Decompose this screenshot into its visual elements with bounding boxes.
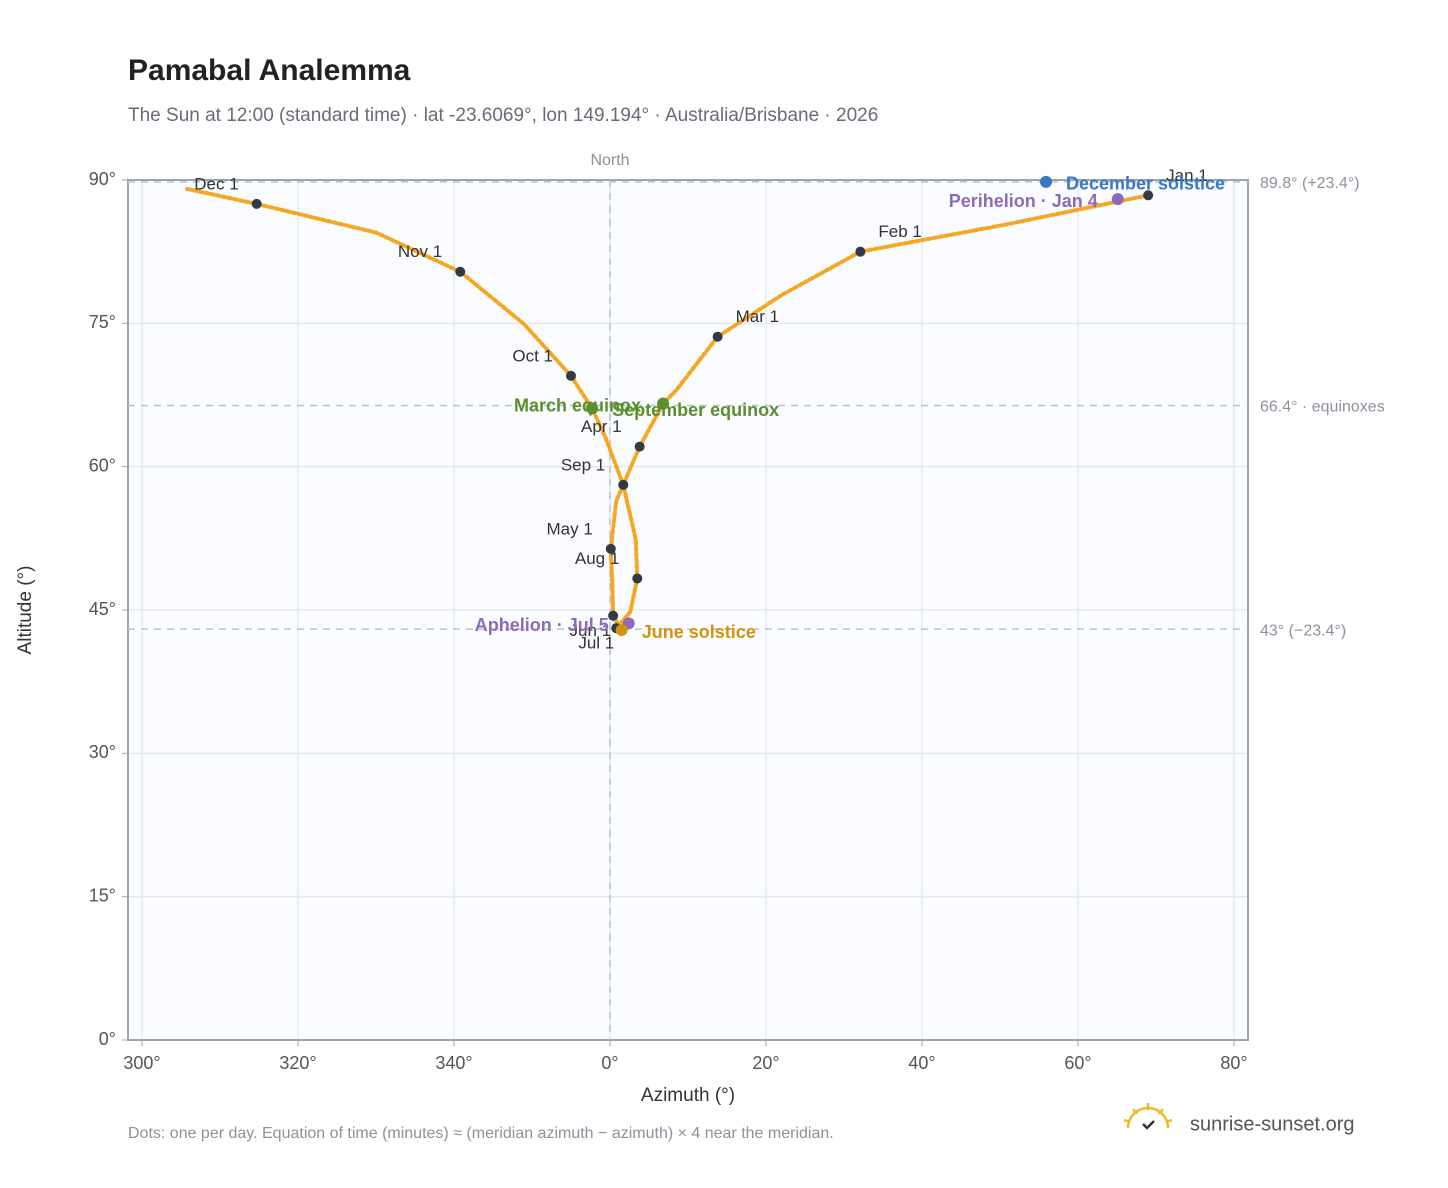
event-label: Perihelion · Jan 4	[949, 191, 1098, 211]
y-tick-label: 0°	[99, 1029, 116, 1049]
meridian-label: North	[590, 152, 629, 169]
month-label: Feb 1	[878, 222, 921, 241]
month-label: May 1	[546, 519, 592, 538]
brand-logo	[1123, 1103, 1173, 1130]
event-point	[657, 397, 670, 410]
event-point	[1111, 193, 1124, 206]
y-tick-label: 15°	[89, 885, 116, 905]
month-label: Jan 1	[1166, 166, 1208, 185]
y-tick-label: 90°	[89, 169, 116, 189]
month-label: Jun 1	[570, 621, 612, 640]
month-point	[634, 441, 645, 452]
plot-border	[127, 179, 1249, 1041]
month-label: Oct 1	[512, 346, 553, 365]
y-tick-label: 60°	[89, 455, 116, 475]
x-tick-label: 300°	[123, 1053, 160, 1073]
y-tick-label: 30°	[89, 742, 116, 762]
reference-label: 66.4° · equinoxes	[1260, 399, 1385, 416]
x-tick-label: 80°	[1220, 1053, 1247, 1073]
event-point	[615, 624, 628, 637]
x-tick-label: 40°	[908, 1053, 935, 1073]
event-label: June solstice	[642, 622, 756, 642]
month-point	[712, 331, 723, 342]
x-tick-label: 0°	[601, 1053, 618, 1073]
month-label: Sep 1	[561, 455, 605, 474]
reference-label: 89.8° (+23.4°)	[1260, 175, 1360, 192]
y-tick-label: 45°	[89, 599, 116, 619]
month-label: Dec 1	[194, 174, 238, 193]
x-tick-label: 20°	[752, 1053, 779, 1073]
month-label: Nov 1	[398, 242, 442, 261]
month-point	[608, 610, 619, 621]
y-tick-label: 75°	[89, 312, 116, 332]
x-tick-label: 60°	[1064, 1053, 1091, 1073]
month-label: Mar 1	[736, 307, 779, 326]
month-point	[251, 198, 262, 209]
month-point	[566, 370, 577, 381]
chart-title: Pamabal Analemma	[128, 54, 411, 87]
month-point	[618, 479, 629, 490]
event-label: September equinox	[612, 400, 779, 420]
chart-subtitle: The Sun at 12:00 (standard time) · lat -…	[128, 105, 878, 126]
month-point	[632, 573, 643, 584]
reference-label: 43° (−23.4°)	[1260, 622, 1346, 639]
event-label: December solstice	[1066, 174, 1225, 194]
event-point	[1039, 175, 1052, 188]
month-label: Apr 1	[581, 417, 622, 436]
month-point	[605, 543, 616, 554]
brand-name: sunrise-sunset.org	[1190, 1113, 1355, 1135]
x-tick-label: 320°	[279, 1053, 316, 1073]
month-label: Jul 1	[578, 634, 614, 653]
month-point	[1143, 190, 1154, 201]
month-point	[455, 266, 466, 277]
x-tick-label: 340°	[435, 1053, 472, 1073]
event-label: March equinox	[514, 395, 641, 415]
x-axis-label: Azimuth (°)	[641, 1085, 735, 1106]
event-label: Aphelion · Jul 5	[475, 615, 609, 635]
y-axis-label: Altitude (°)	[15, 566, 36, 655]
footnote: Dots: one per day. Equation of time (min…	[128, 1125, 834, 1142]
event-point	[586, 402, 599, 415]
month-point	[855, 246, 866, 257]
month-label: Aug 1	[575, 549, 619, 568]
